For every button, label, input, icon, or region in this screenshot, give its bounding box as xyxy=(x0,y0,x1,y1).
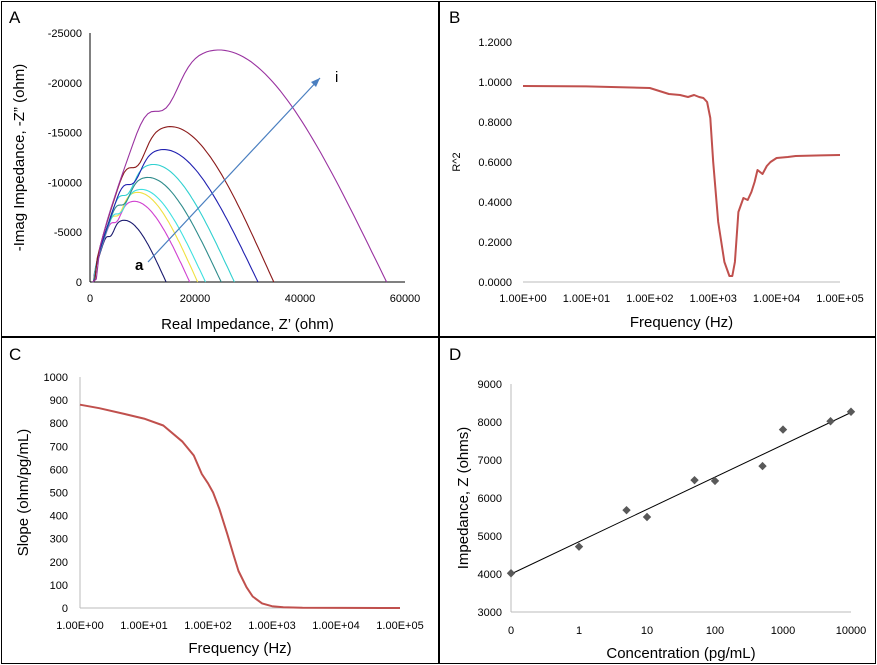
b-r2-line xyxy=(522,85,841,277)
panel-d xyxy=(439,337,876,664)
a-trend-arrowhead xyxy=(311,78,320,87)
a-y-tick-label: -10000 xyxy=(48,177,82,189)
c-y-tick-label: 800 xyxy=(50,418,68,430)
c-y-tick-label: 100 xyxy=(50,580,68,592)
d-data-point xyxy=(574,542,584,551)
b-y-tick-label: 1.0000 xyxy=(478,77,512,89)
b-y-tick-label: 0.2000 xyxy=(478,237,512,249)
c-x-tick-label: 1.00E+00 xyxy=(56,620,103,632)
b-y-tick-label: 1.2000 xyxy=(478,37,512,49)
d-x-tick-label: 0 xyxy=(508,625,514,637)
panel-label-a: A xyxy=(9,8,21,27)
c-y-axis-title: Slope (ohm/pg/mL) xyxy=(15,429,32,557)
d-data-point xyxy=(690,475,699,485)
a-annotation-a: a xyxy=(135,257,144,274)
a-impedance-curve-5 xyxy=(92,176,222,283)
a-y-axis-title: -Imag Impedance, -Z” (ohm) xyxy=(11,64,28,252)
d-y-tick-label: 9000 xyxy=(478,379,502,391)
d-x-tick-label: 100 xyxy=(706,625,724,637)
a-x-axis-title: Real Impedance, Z’ (ohm) xyxy=(161,316,334,333)
c-y-tick-label: 700 xyxy=(50,441,68,453)
a-x-tick-label: 40000 xyxy=(285,293,316,305)
a-x-tick-label: 20000 xyxy=(180,293,211,305)
panel-label-c: C xyxy=(9,345,22,364)
a-trend-arrow xyxy=(147,77,321,263)
c-y-tick-label: 200 xyxy=(50,557,68,569)
b-y-tick-label: 0.6000 xyxy=(478,157,512,169)
c-x-tick-label: 1.00E+04 xyxy=(312,620,359,632)
d-data-point xyxy=(826,417,835,426)
a-y-tick-label: -15000 xyxy=(48,128,82,140)
d-data-point xyxy=(846,407,856,416)
d-data-point xyxy=(506,569,516,578)
panel-label-d: D xyxy=(449,345,462,364)
a-impedance-curve-9 xyxy=(92,49,388,283)
d-data-point xyxy=(642,512,652,522)
d-x-axis-title: Concentration (pg/mL) xyxy=(606,645,755,662)
c-slope-line xyxy=(79,403,401,609)
b-y-tick-label: 0.0000 xyxy=(478,277,512,289)
c-x-tick-label: 1.00E+02 xyxy=(184,620,231,632)
a-x-tick-label: 0 xyxy=(87,293,93,305)
d-y-tick-label: 7000 xyxy=(478,455,502,467)
b-y-axis-title: R^2 xyxy=(451,152,463,171)
d-y-tick-label: 4000 xyxy=(478,569,502,581)
d-data-point xyxy=(758,461,767,471)
c-y-tick-label: 400 xyxy=(50,511,68,523)
c-y-tick-label: 1000 xyxy=(44,372,68,384)
b-x-axis-title: Frequency (Hz) xyxy=(630,314,733,331)
c-y-tick-label: 600 xyxy=(50,464,68,476)
a-y-tick-label: 0 xyxy=(76,277,82,289)
d-y-tick-label: 5000 xyxy=(478,531,502,543)
panel-c xyxy=(1,337,439,664)
b-x-tick-label: 1.00E+00 xyxy=(499,293,546,305)
a-impedance-curve-7 xyxy=(92,148,259,283)
b-x-tick-label: 1.00E+05 xyxy=(816,293,863,305)
a-impedance-curve-2 xyxy=(92,200,191,283)
a-impedance-curve-1 xyxy=(92,219,167,283)
d-x-tick-label: 10 xyxy=(641,625,653,637)
a-y-tick-label: -20000 xyxy=(48,78,82,90)
d-y-tick-label: 3000 xyxy=(478,607,502,619)
a-annotation-i: i xyxy=(335,69,338,86)
c-x-tick-label: 1.00E+05 xyxy=(376,620,423,632)
a-y-tick-label: -25000 xyxy=(48,28,82,40)
panel-a xyxy=(1,1,439,337)
b-y-tick-label: 0.8000 xyxy=(478,117,512,129)
d-data-point xyxy=(778,425,788,434)
panel-b xyxy=(439,1,876,337)
a-y-tick-label: -5000 xyxy=(54,227,82,239)
b-x-tick-label: 1.00E+02 xyxy=(626,293,673,305)
d-data-point xyxy=(622,505,631,515)
panel-label-b: B xyxy=(449,8,461,27)
d-x-tick-label: 1 xyxy=(576,625,582,637)
a-x-tick-label: 60000 xyxy=(390,293,421,305)
b-x-tick-label: 1.00E+01 xyxy=(563,293,610,305)
c-y-tick-label: 500 xyxy=(50,488,68,500)
c-x-axis-title: Frequency (Hz) xyxy=(188,640,291,657)
d-y-axis-title: Impedance, Z (ohms) xyxy=(455,427,472,570)
a-impedance-curve-8 xyxy=(92,126,275,283)
d-y-tick-label: 6000 xyxy=(478,493,502,505)
d-y-tick-label: 8000 xyxy=(478,417,502,429)
a-impedance-curve-4 xyxy=(92,188,206,283)
c-y-tick-label: 0 xyxy=(62,603,68,615)
d-x-tick-label: 1000 xyxy=(771,625,795,637)
b-x-tick-label: 1.00E+04 xyxy=(753,293,800,305)
b-x-tick-label: 1.00E+03 xyxy=(689,293,736,305)
d-x-tick-label: 10000 xyxy=(836,625,867,637)
c-x-tick-label: 1.00E+03 xyxy=(248,620,295,632)
d-data-point xyxy=(710,476,720,486)
c-y-tick-label: 300 xyxy=(50,534,68,546)
d-trendline xyxy=(510,412,852,575)
c-x-tick-label: 1.00E+01 xyxy=(120,620,167,632)
b-y-tick-label: 0.4000 xyxy=(478,197,512,209)
c-y-tick-label: 900 xyxy=(50,395,68,407)
